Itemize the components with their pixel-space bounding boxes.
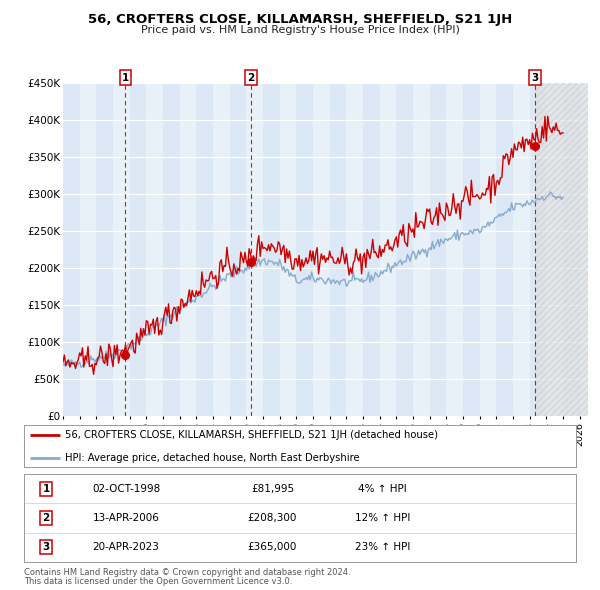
Bar (247, 83, 263, 416)
Text: 56, CROFTERS CLOSE, KILLAMARSH, SHEFFIELD, S21 1JH: 56, CROFTERS CLOSE, KILLAMARSH, SHEFFIEL… (88, 13, 512, 26)
Text: 4% ↑ HPI: 4% ↑ HPI (358, 484, 407, 494)
Text: This data is licensed under the Open Government Licence v3.0.: This data is licensed under the Open Gov… (24, 577, 292, 586)
Text: £365,000: £365,000 (248, 542, 297, 552)
Bar (80, 83, 97, 416)
Text: 1: 1 (122, 73, 129, 83)
Bar (263, 83, 280, 416)
Bar (513, 83, 530, 416)
Bar (413, 83, 430, 416)
Text: 12% ↑ HPI: 12% ↑ HPI (355, 513, 410, 523)
Bar (313, 83, 329, 416)
Bar (196, 83, 213, 416)
Bar (496, 83, 513, 416)
Bar (563, 83, 580, 416)
Text: 56, CROFTERS CLOSE, KILLAMARSH, SHEFFIELD, S21 1JH (detached house): 56, CROFTERS CLOSE, KILLAMARSH, SHEFFIEL… (65, 431, 439, 440)
Text: HPI: Average price, detached house, North East Derbyshire: HPI: Average price, detached house, Nort… (65, 453, 360, 463)
Bar (163, 83, 179, 416)
Bar (363, 83, 380, 416)
Bar (329, 83, 346, 416)
Bar (179, 83, 196, 416)
Text: 23% ↑ HPI: 23% ↑ HPI (355, 542, 410, 552)
Bar (446, 83, 463, 416)
Bar (580, 83, 596, 416)
Bar (213, 83, 230, 416)
Text: 02-OCT-1998: 02-OCT-1998 (92, 484, 160, 494)
Bar (296, 83, 313, 416)
Text: 2: 2 (247, 73, 254, 83)
Bar (530, 83, 547, 416)
Text: 3: 3 (43, 542, 50, 552)
Bar (63, 83, 80, 416)
Bar (535, 83, 588, 416)
Text: £208,300: £208,300 (248, 513, 297, 523)
Bar (346, 83, 363, 416)
Bar (280, 83, 296, 416)
Bar (146, 83, 163, 416)
Text: 3: 3 (531, 73, 538, 83)
Text: £81,995: £81,995 (251, 484, 294, 494)
Bar (463, 83, 479, 416)
Bar (430, 83, 446, 416)
Bar (479, 83, 496, 416)
Bar (97, 83, 113, 416)
Bar (113, 83, 130, 416)
Bar (380, 83, 397, 416)
Text: Contains HM Land Registry data © Crown copyright and database right 2024.: Contains HM Land Registry data © Crown c… (24, 568, 350, 576)
Bar (130, 83, 146, 416)
Text: 20-APR-2023: 20-APR-2023 (92, 542, 160, 552)
Text: Price paid vs. HM Land Registry's House Price Index (HPI): Price paid vs. HM Land Registry's House … (140, 25, 460, 35)
Text: 2: 2 (43, 513, 50, 523)
Text: 13-APR-2006: 13-APR-2006 (92, 513, 160, 523)
Bar (397, 83, 413, 416)
Bar (230, 83, 247, 416)
Text: 1: 1 (43, 484, 50, 494)
Bar (547, 83, 563, 416)
